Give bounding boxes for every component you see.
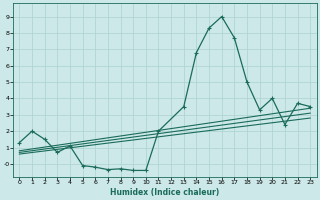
- X-axis label: Humidex (Indice chaleur): Humidex (Indice chaleur): [110, 188, 220, 197]
